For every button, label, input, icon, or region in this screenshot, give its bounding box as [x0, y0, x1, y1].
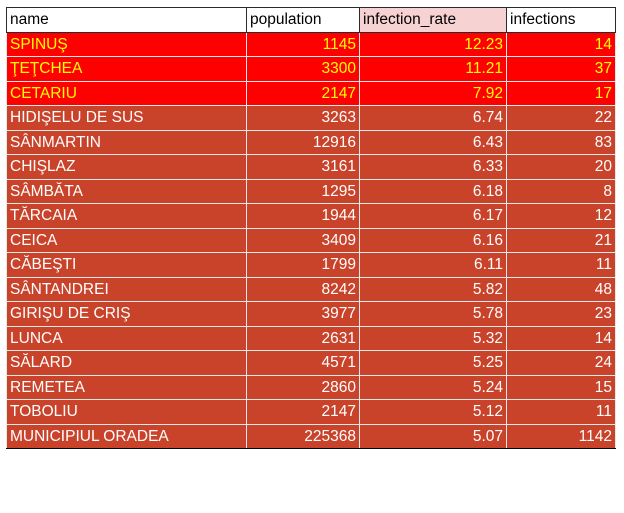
table-row: SÂNMARTIN 12916 6.43 83 — [6, 129, 616, 155]
cell-population[interactable]: 3409 — [246, 227, 360, 253]
column-header-infections[interactable]: infections — [506, 7, 616, 33]
table-row: TOBOLIU 2147 5.12 11 — [6, 399, 616, 425]
table-row: CĂBEŞTI 1799 6.11 11 — [6, 252, 616, 278]
cell-name[interactable]: GIRIŞU DE CRIŞ — [6, 301, 247, 327]
table-row: LUNCA 2631 5.32 14 — [6, 325, 616, 351]
cell-name[interactable]: CEICA — [6, 227, 247, 253]
table-row: SÂMBĂTA 1295 6.18 8 — [6, 178, 616, 204]
cell-population[interactable]: 2631 — [246, 325, 360, 351]
column-header-population[interactable]: population — [246, 7, 360, 33]
cell-infections[interactable]: 12 — [506, 203, 616, 229]
cell-infections[interactable]: 14 — [506, 31, 616, 57]
cell-name[interactable]: HIDIŞELU DE SUS — [6, 105, 247, 131]
cell-infection-rate[interactable]: 11.21 — [359, 56, 507, 82]
table-row: ŢEŢCHEA 3300 11.21 37 — [6, 56, 616, 82]
cell-infection-rate[interactable]: 7.92 — [359, 80, 507, 106]
cell-infection-rate[interactable]: 5.78 — [359, 301, 507, 327]
cell-population[interactable]: 1145 — [246, 31, 360, 57]
cell-name[interactable]: CHIŞLAZ — [6, 154, 247, 180]
column-header-name[interactable]: name — [6, 7, 247, 33]
column-header-infection-rate[interactable]: infection_rate — [359, 7, 507, 33]
header-row: name population infection_rate infection… — [6, 7, 616, 33]
cell-population[interactable]: 1944 — [246, 203, 360, 229]
cell-name[interactable]: MUNICIPIUL ORADEA — [6, 423, 247, 449]
cell-infection-rate[interactable]: 6.16 — [359, 227, 507, 253]
cell-population[interactable]: 8242 — [246, 276, 360, 302]
cell-name[interactable]: SÂMBĂTA — [6, 178, 247, 204]
table-row: MUNICIPIUL ORADEA 225368 5.07 1142 — [6, 423, 616, 449]
table-row: SÂNTANDREI 8242 5.82 48 — [6, 276, 616, 302]
cell-population[interactable]: 1295 — [246, 178, 360, 204]
cell-population[interactable]: 225368 — [246, 423, 360, 449]
cell-infections[interactable]: 11 — [506, 399, 616, 425]
cell-population[interactable]: 1799 — [246, 252, 360, 278]
cell-name[interactable]: SÂNTANDREI — [6, 276, 247, 302]
cell-name[interactable]: CĂBEŞTI — [6, 252, 247, 278]
cell-population[interactable]: 3263 — [246, 105, 360, 131]
table-row: CETARIU 2147 7.92 17 — [6, 80, 616, 106]
cell-name[interactable]: TOBOLIU — [6, 399, 247, 425]
cell-name[interactable]: CETARIU — [6, 80, 247, 106]
table-row: GIRIŞU DE CRIŞ 3977 5.78 23 — [6, 301, 616, 327]
cell-infection-rate[interactable]: 6.11 — [359, 252, 507, 278]
cell-name[interactable]: SPINUŞ — [6, 31, 247, 57]
cell-name[interactable]: LUNCA — [6, 325, 247, 351]
spreadsheet-table: name population infection_rate infection… — [6, 7, 616, 449]
cell-infections[interactable]: 17 — [506, 80, 616, 106]
cell-infection-rate[interactable]: 6.17 — [359, 203, 507, 229]
cell-infections[interactable]: 15 — [506, 374, 616, 400]
cell-population[interactable]: 2860 — [246, 374, 360, 400]
table-row: CEICA 3409 6.16 21 — [6, 227, 616, 253]
table-body: SPINUŞ 1145 12.23 14 ŢEŢCHEA 3300 11.21 37 CETAR… — [6, 31, 616, 449]
cell-population[interactable]: 3977 — [246, 301, 360, 327]
cell-population[interactable]: 4571 — [246, 350, 360, 376]
cell-infections[interactable]: 48 — [506, 276, 616, 302]
cell-infections[interactable]: 21 — [506, 227, 616, 253]
cell-name[interactable]: SĂLARD — [6, 350, 247, 376]
cell-infection-rate[interactable]: 6.33 — [359, 154, 507, 180]
cell-infections[interactable]: 20 — [506, 154, 616, 180]
cell-population[interactable]: 2147 — [246, 399, 360, 425]
table-row: TĂRCAIA 1944 6.17 12 — [6, 203, 616, 229]
cell-infections[interactable]: 1142 — [506, 423, 616, 449]
cell-infections[interactable]: 23 — [506, 301, 616, 327]
cell-infections[interactable]: 24 — [506, 350, 616, 376]
cell-infections[interactable]: 83 — [506, 129, 616, 155]
cell-infections[interactable]: 14 — [506, 325, 616, 351]
cell-infections[interactable]: 11 — [506, 252, 616, 278]
cell-infection-rate[interactable]: 5.12 — [359, 399, 507, 425]
cell-population[interactable]: 2147 — [246, 80, 360, 106]
table-row: SĂLARD 4571 5.25 24 — [6, 350, 616, 376]
cell-infection-rate[interactable]: 6.74 — [359, 105, 507, 131]
cell-population[interactable]: 3300 — [246, 56, 360, 82]
table-row: SPINUŞ 1145 12.23 14 — [6, 31, 616, 57]
cell-infection-rate[interactable]: 5.25 — [359, 350, 507, 376]
table-row: CHIŞLAZ 3161 6.33 20 — [6, 154, 616, 180]
cell-infection-rate[interactable]: 6.18 — [359, 178, 507, 204]
cell-infection-rate[interactable]: 5.82 — [359, 276, 507, 302]
cell-infection-rate[interactable]: 5.24 — [359, 374, 507, 400]
cell-name[interactable]: REMETEA — [6, 374, 247, 400]
cell-infection-rate[interactable]: 12.23 — [359, 31, 507, 57]
cell-population[interactable]: 12916 — [246, 129, 360, 155]
table-row: REMETEA 2860 5.24 15 — [6, 374, 616, 400]
cell-population[interactable]: 3161 — [246, 154, 360, 180]
cell-infections[interactable]: 8 — [506, 178, 616, 204]
cell-infection-rate[interactable]: 5.07 — [359, 423, 507, 449]
cell-infections[interactable]: 37 — [506, 56, 616, 82]
cell-name[interactable]: SÂNMARTIN — [6, 129, 247, 155]
cell-infections[interactable]: 22 — [506, 105, 616, 131]
table-row: HIDIŞELU DE SUS 3263 6.74 22 — [6, 105, 616, 131]
cell-name[interactable]: TĂRCAIA — [6, 203, 247, 229]
cell-infection-rate[interactable]: 5.32 — [359, 325, 507, 351]
cell-name[interactable]: ŢEŢCHEA — [6, 56, 247, 82]
cell-infection-rate[interactable]: 6.43 — [359, 129, 507, 155]
